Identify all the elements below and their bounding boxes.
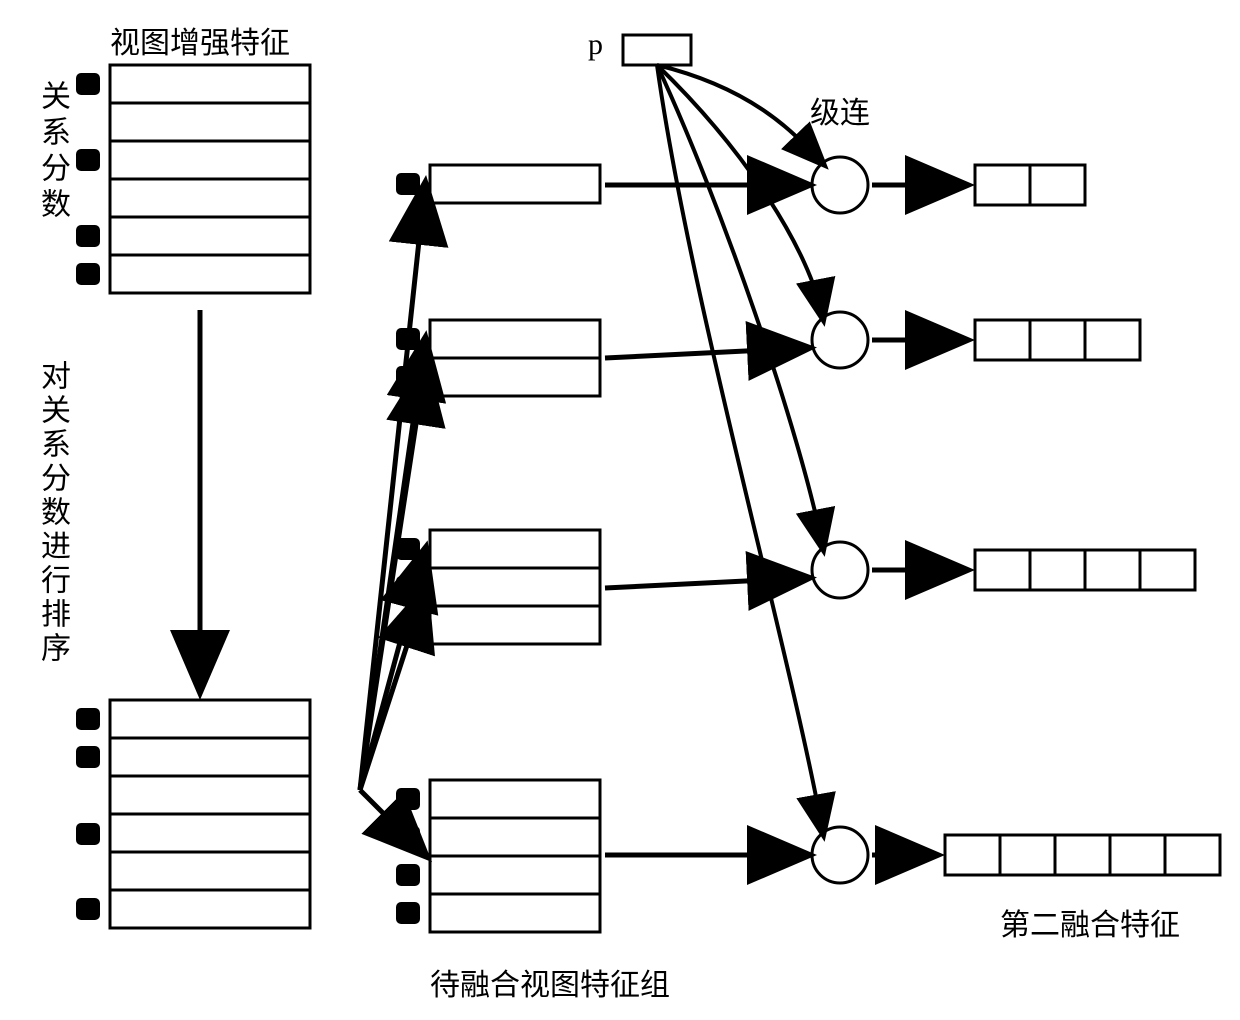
diagram-svg <box>0 0 1240 1020</box>
